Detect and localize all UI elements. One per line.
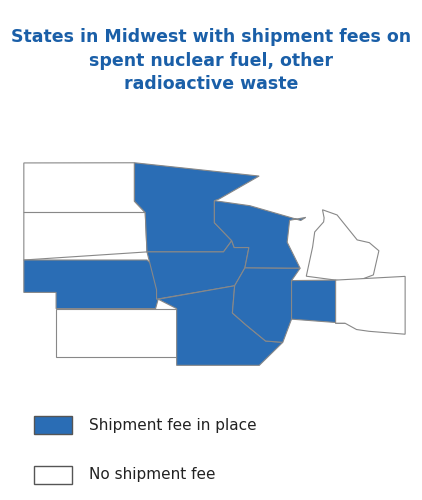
Polygon shape: [24, 260, 165, 308]
Text: Shipment fee in place: Shipment fee in place: [89, 418, 256, 432]
Polygon shape: [158, 286, 283, 366]
Text: States in Midwest with shipment fees on
spent nuclear fuel, other
radioactive wa: States in Midwest with shipment fees on …: [11, 28, 411, 94]
Polygon shape: [233, 268, 300, 342]
Polygon shape: [214, 200, 306, 268]
Polygon shape: [335, 276, 405, 334]
Bar: [34, 416, 72, 434]
Polygon shape: [147, 240, 249, 299]
Bar: [34, 466, 72, 483]
Text: No shipment fee: No shipment fee: [89, 467, 215, 482]
Polygon shape: [135, 163, 259, 252]
Polygon shape: [24, 212, 147, 260]
Polygon shape: [56, 308, 177, 357]
Polygon shape: [292, 280, 345, 323]
Polygon shape: [306, 210, 379, 281]
Polygon shape: [24, 163, 145, 212]
